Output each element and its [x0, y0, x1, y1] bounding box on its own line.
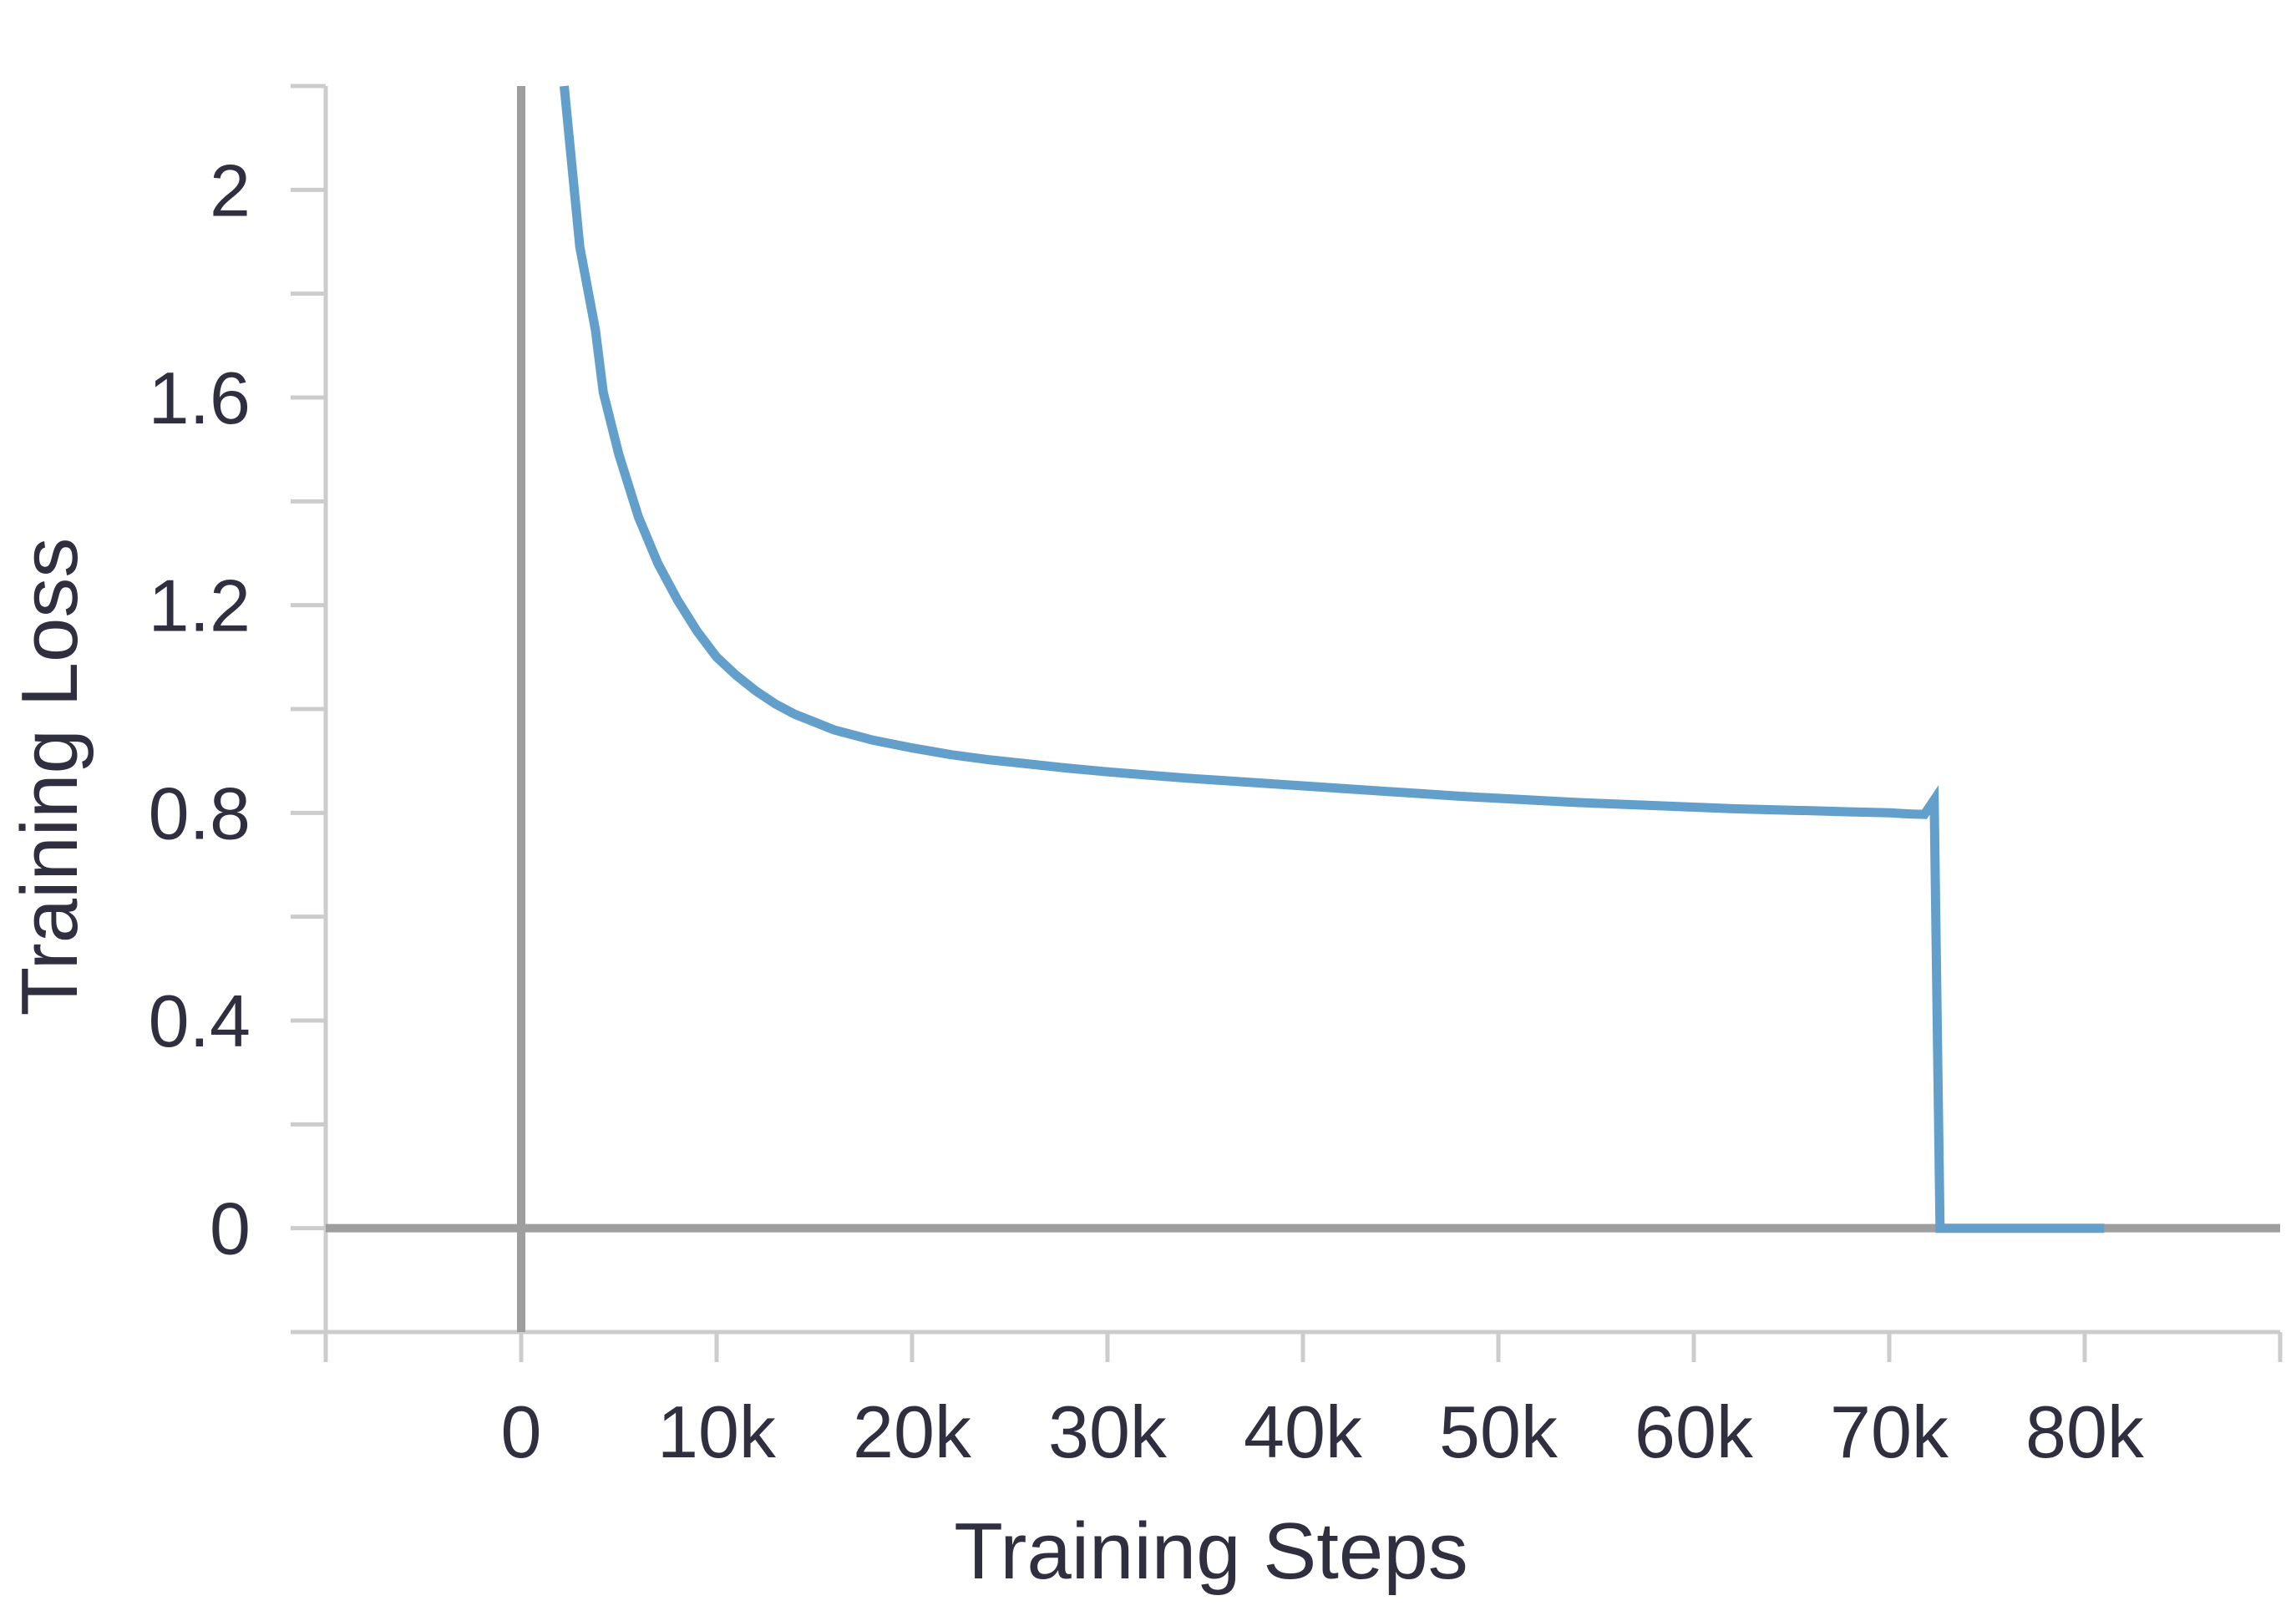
loss-series-line [560, 85, 2105, 1233]
y-tick-label: 2 [210, 149, 251, 231]
x-axis-title: Training Steps [954, 1507, 1467, 1596]
x-tick-label: 60k [1635, 1391, 1754, 1473]
x-axis [323, 1330, 2283, 1362]
x-tick-label: 40k [1244, 1391, 1363, 1473]
y-tick-label: 0.8 [149, 772, 251, 854]
x-tick-label: 80k [2025, 1391, 2145, 1473]
x-tick-label: 0 [501, 1391, 542, 1473]
y-tick-label: 0.4 [149, 980, 251, 1062]
y-tick-label: 1.2 [149, 565, 251, 647]
y-tick-label: 1.6 [149, 357, 251, 439]
y-tick-labels: 0 0.4 0.8 1.2 1.6 2 [149, 149, 251, 1269]
x-tick-labels: 0 10k 20k 30k 40k 50k 60k 70k 80k [501, 1391, 2145, 1473]
series-group [560, 85, 2105, 1233]
x-tick-label: 50k [1439, 1391, 1559, 1473]
x-tick-label: 20k [853, 1391, 972, 1473]
y-axis [291, 84, 328, 1335]
y-tick-label: 0 [210, 1188, 251, 1270]
y-axis-title: Training Loss [5, 538, 94, 1016]
x-tick-label: 10k [657, 1391, 777, 1473]
reference-lines [326, 86, 2280, 1332]
x-tick-label: 70k [1830, 1391, 1949, 1473]
x-tick-label: 30k [1048, 1391, 1168, 1473]
